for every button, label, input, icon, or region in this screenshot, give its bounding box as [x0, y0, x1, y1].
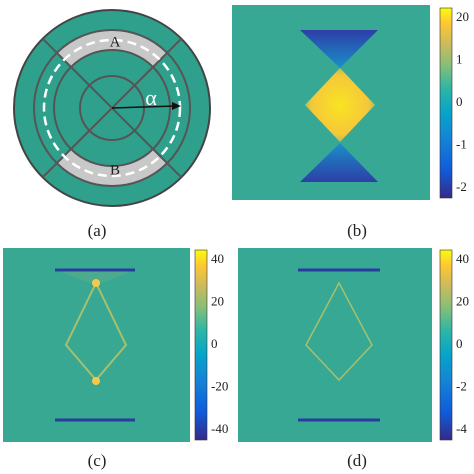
colorbar-tick-label: 1	[456, 51, 463, 66]
panel-label: (c)	[88, 451, 107, 470]
panel-d	[238, 248, 453, 442]
panel-c	[3, 248, 208, 442]
panel-a: A B α (a)	[13, 9, 211, 240]
colorbar-tick-label: -1	[456, 136, 467, 151]
marker-b: B	[110, 162, 120, 178]
panel-label: (a)	[88, 221, 107, 240]
colorbar-tick-label: 40	[211, 251, 224, 266]
panel-label: (b)	[347, 221, 367, 240]
colorbar-tick-label: -20	[211, 378, 228, 393]
colorbar-tick-label: -40	[211, 421, 228, 436]
colorbar-tick-label: 0	[211, 336, 218, 351]
panel-b	[232, 5, 453, 200]
colorbar-tick-label: 20	[456, 9, 469, 24]
colorbar-tick-label: 20	[211, 293, 224, 308]
colorbar-tick-label: 20	[456, 293, 469, 308]
colorbar-tick-label: -2	[456, 378, 467, 393]
marker-a: A	[110, 34, 121, 50]
colorbar-tick-label: 0	[456, 336, 463, 351]
colorbar-tick-label: 40	[456, 251, 469, 266]
angle-symbol: α	[145, 85, 157, 110]
colorbar-tick-label: -2	[456, 179, 467, 194]
colorbar-tick-label: -4	[456, 421, 467, 436]
colorbar-tick-label: 0	[456, 94, 463, 109]
panel-label: (d)	[347, 451, 367, 470]
